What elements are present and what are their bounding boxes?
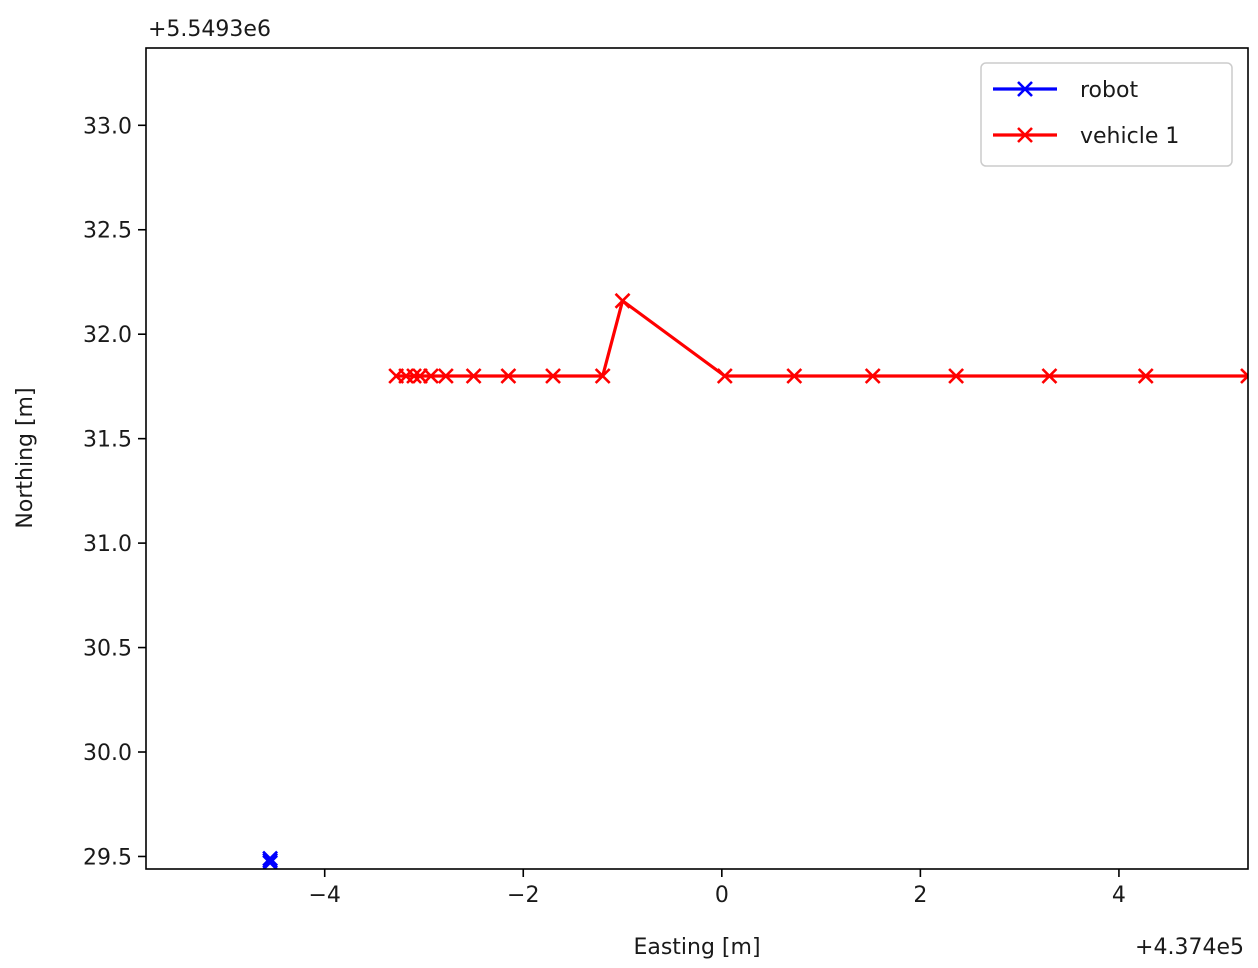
- plot-area: [146, 48, 1248, 869]
- series-robot: [262, 850, 279, 869]
- data-point-vehicle-1: [545, 368, 561, 384]
- y-tick-label: 32.5: [83, 219, 132, 244]
- data-point-vehicle-1: [437, 368, 454, 384]
- data-point-vehicle-1: [594, 368, 611, 384]
- x-tick-label: −2: [507, 883, 539, 908]
- series-vehicle-1: [388, 292, 1248, 384]
- data-point-vehicle-1: [716, 368, 733, 384]
- data-point-vehicle-1: [1240, 368, 1248, 384]
- x-tick-label: 0: [715, 883, 729, 908]
- data-point-vehicle-1: [948, 368, 965, 384]
- data-point-vehicle-1: [1041, 368, 1058, 384]
- x-tick-label: 2: [913, 883, 927, 908]
- data-point-vehicle-1: [864, 368, 881, 384]
- x-axis-label: Easting [m]: [633, 935, 760, 960]
- y-tick-label: 30.5: [83, 637, 132, 662]
- legend-label-robot: robot: [1080, 78, 1138, 103]
- x-offset-label: +4.374e5: [1135, 935, 1244, 960]
- data-point-vehicle-1: [465, 368, 482, 384]
- series-layer: [262, 292, 1248, 869]
- data-point-vehicle-1: [406, 368, 422, 384]
- data-point-robot: [262, 854, 279, 869]
- legend-swatch-marker: [1017, 127, 1033, 143]
- y-offset-label: +5.5493e6: [148, 17, 271, 42]
- data-point-vehicle-1: [786, 368, 803, 384]
- data-point-vehicle-1: [1137, 368, 1154, 384]
- y-tick-label: 31.0: [83, 532, 132, 557]
- x-axis-ticks: −4 −2 0 2 4: [308, 869, 1126, 908]
- data-point-vehicle-1: [614, 292, 631, 309]
- y-axis-ticks: 29.5 30.0 30.5 31.0 31.5 32.0 32.5 33.0: [83, 114, 146, 870]
- y-tick-label: 33.0: [83, 114, 132, 139]
- legend-entry-vehicle-1: vehicle 1: [993, 124, 1179, 149]
- legend-swatch-marker: [1017, 81, 1033, 97]
- plot-frame: [145, 47, 1249, 870]
- data-point-vehicle-1: [500, 368, 517, 384]
- x-tick-label: 4: [1112, 883, 1126, 908]
- x-tick-label: −4: [308, 883, 340, 908]
- legend-entry-robot: robot: [993, 78, 1138, 103]
- legend-label-vehicle-1: vehicle 1: [1080, 124, 1179, 149]
- data-point-robot: [262, 850, 279, 867]
- y-axis-label: Northing [m]: [13, 387, 38, 528]
- data-point-vehicle-1: [423, 368, 439, 384]
- legend: robot vehicle 1: [980, 62, 1233, 167]
- y-tick-label: 32.0: [83, 323, 132, 348]
- y-tick-label: 29.5: [83, 845, 132, 870]
- data-point-robot: [262, 852, 279, 869]
- y-tick-label: 31.5: [83, 428, 132, 453]
- y-tick-label: 30.0: [83, 741, 132, 766]
